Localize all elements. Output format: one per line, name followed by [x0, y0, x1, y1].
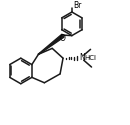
Polygon shape — [38, 34, 64, 54]
Text: Br: Br — [73, 1, 81, 10]
Text: N: N — [80, 53, 86, 62]
Text: HCl: HCl — [85, 55, 97, 61]
Text: O: O — [60, 34, 66, 43]
